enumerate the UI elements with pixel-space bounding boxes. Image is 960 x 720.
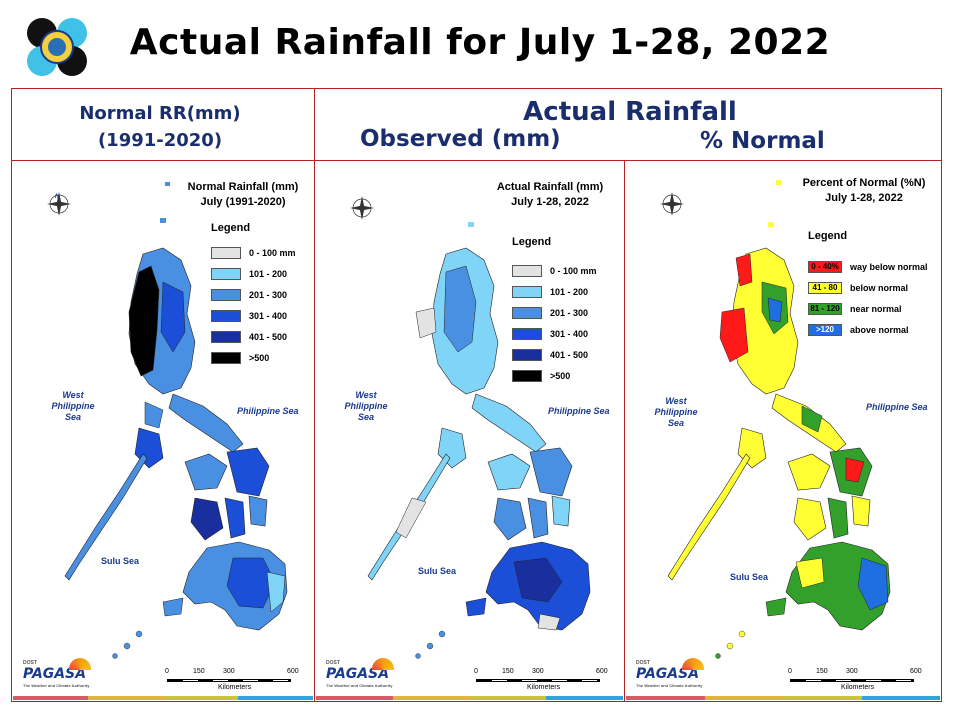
panel2-colorbar bbox=[316, 696, 623, 700]
content-frame bbox=[11, 88, 942, 702]
percent-normal-map-panel: Percent of Normal (%N) July 1-28, 2022 L… bbox=[626, 162, 940, 700]
compass-n: N bbox=[55, 194, 60, 200]
legend-item: 201 - 300 bbox=[512, 302, 597, 323]
panel3-colorbar bbox=[626, 696, 940, 700]
scale-bar: 0 150 300 600 bbox=[786, 668, 926, 682]
legend-item: 0 - 40% way below normal bbox=[808, 256, 928, 277]
observed-header: Observed (mm) bbox=[360, 126, 561, 152]
header-separator bbox=[11, 160, 942, 161]
legend-item: 301 - 400 bbox=[512, 323, 597, 344]
legend-item: 301 - 400 bbox=[211, 305, 296, 326]
compass-icon bbox=[47, 192, 71, 216]
panel2-legend: 0 - 100 mm 101 - 200 201 - 300 301 - 400… bbox=[512, 260, 597, 386]
normal-rainfall-map-panel: N Normal Rainfall (mm) July (1991-2020) … bbox=[13, 162, 313, 700]
sulu-sea-label: Sulu Sea bbox=[418, 566, 457, 576]
philippine-sea-label: Philippine Sea bbox=[866, 402, 928, 412]
scale-bar: 0 150 300 600 bbox=[163, 668, 303, 682]
scale-unit: Kilometers bbox=[841, 684, 875, 691]
pagasa-logo bbox=[22, 14, 92, 80]
west-philippine-sea-label: West Philippine Sea bbox=[344, 390, 388, 422]
compass-icon bbox=[660, 192, 684, 216]
panel1-colorbar bbox=[13, 696, 313, 700]
panel1-legend-title: Legend bbox=[211, 222, 251, 234]
legend-item: >500 bbox=[211, 347, 296, 368]
actual-rainfall-header: Actual Rainfall bbox=[523, 97, 737, 127]
normal-rainfall-map bbox=[47, 182, 288, 659]
normal-header: Normal RR(mm) bbox=[79, 103, 241, 124]
legend-item: 101 - 200 bbox=[211, 263, 296, 284]
philippine-sea-label: Philippine Sea bbox=[237, 406, 299, 416]
legend-item: 81 - 120 near normal bbox=[808, 298, 928, 319]
panel1-title-1: Normal Rainfall (mm) bbox=[187, 181, 299, 193]
percent-normal-header: % Normal bbox=[700, 128, 825, 154]
panel1-legend: 0 - 100 mm 101 - 200 201 - 300 301 - 400… bbox=[211, 242, 296, 368]
panel3-title-1: Percent of Normal (%N) bbox=[802, 177, 926, 189]
legend-item: 201 - 300 bbox=[211, 284, 296, 305]
panel2-title-2: July 1-28, 2022 bbox=[511, 196, 589, 208]
pagasa-branding: DOST PAGASA The Weather and Climate Auth… bbox=[636, 658, 704, 688]
divider-2 bbox=[624, 160, 625, 702]
compass-icon bbox=[350, 196, 374, 220]
panel1-title-2: July (1991-2020) bbox=[200, 196, 286, 208]
legend-item: >120 above normal bbox=[808, 319, 928, 340]
panel3-legend: 0 - 40% way below normal 41 - 80 below nor… bbox=[808, 256, 928, 340]
panel3-title-2: July 1-28, 2022 bbox=[825, 192, 903, 204]
divider-1 bbox=[314, 88, 315, 702]
observed-rainfall-map bbox=[350, 196, 591, 659]
legend-item: 0 - 100 mm bbox=[211, 242, 296, 263]
umbrella-icon bbox=[372, 658, 394, 670]
legend-item: 401 - 500 bbox=[211, 326, 296, 347]
umbrella-icon bbox=[682, 658, 704, 670]
umbrella-icon bbox=[69, 658, 91, 670]
scale-unit: Kilometers bbox=[218, 684, 252, 691]
legend-item: 0 - 100 mm bbox=[512, 260, 597, 281]
panel2-legend-title: Legend bbox=[512, 236, 552, 248]
normal-period: (1991-2020) bbox=[97, 130, 223, 151]
sulu-sea-label: Sulu Sea bbox=[101, 556, 140, 566]
west-philippine-sea-label: West Philippine Sea bbox=[654, 396, 698, 428]
sulu-sea-label: Sulu Sea bbox=[730, 572, 769, 582]
west-philippine-sea-label: West Philippine Sea bbox=[51, 390, 95, 422]
legend-item: 401 - 500 bbox=[512, 344, 597, 365]
legend-item: 41 - 80 below normal bbox=[808, 277, 928, 298]
pagasa-branding: DOST PAGASA The Weather and Climate Auth… bbox=[326, 658, 394, 688]
legend-item: >500 bbox=[512, 365, 597, 386]
page-title: Actual Rainfall for July 1-28, 2022 bbox=[129, 22, 831, 63]
philippine-sea-label: Philippine Sea bbox=[548, 406, 610, 416]
scale-bar: 0 150 300 600 bbox=[472, 668, 612, 682]
legend-item: 101 - 200 bbox=[512, 281, 597, 302]
panel2-title-1: Actual Rainfall (mm) bbox=[496, 181, 604, 193]
percent-normal-map bbox=[660, 180, 891, 659]
pagasa-branding: DOST PAGASA The Weather and Climate Auth… bbox=[23, 658, 91, 688]
scale-unit: Kilometers bbox=[527, 684, 561, 691]
panel3-legend-title: Legend bbox=[808, 230, 848, 242]
observed-rainfall-map-panel: Actual Rainfall (mm) July 1-28, 2022 Leg… bbox=[316, 162, 623, 700]
